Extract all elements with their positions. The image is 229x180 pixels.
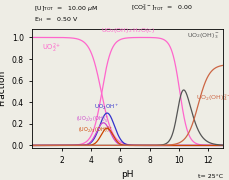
Text: [U]$_{\rm TOT}$  =   10.00 $\mu$M: [U]$_{\rm TOT}$ = 10.00 $\mu$M [34,4,98,13]
Text: (UO$_2$)$_2$(OH)$_5^+$: (UO$_2$)$_2$(OH)$_5^+$ [75,114,109,125]
Text: UO$_2$(OH)$_3^-$: UO$_2$(OH)$_3^-$ [186,31,219,41]
Text: E$_{\rm H}$  =   0.50 V: E$_{\rm H}$ = 0.50 V [34,15,79,24]
X-axis label: pH: pH [121,170,133,179]
Text: UO$_2$(OH)$_2$$\cdot$H$_2$O(c): UO$_2$(OH)$_2$$\cdot$H$_2$O(c) [101,26,155,35]
Text: UO$_2^{2+}$: UO$_2^{2+}$ [42,42,62,55]
Text: UO$_2$OH$^+$: UO$_2$OH$^+$ [93,103,118,112]
Text: [CO$_3^{2-}$]$_{\rm TOT}$  =   0.00: [CO$_3^{2-}$]$_{\rm TOT}$ = 0.00 [131,3,193,13]
Text: (UO$_2$)$_3$(OH)$_7^{2+}$: (UO$_2$)$_3$(OH)$_7^{2+}$ [77,124,113,135]
Text: t= 25°C: t= 25°C [197,174,222,179]
Text: UO$_2$(OH)$_4^{2-}$: UO$_2$(OH)$_4^{2-}$ [195,93,229,103]
Y-axis label: Fraction: Fraction [0,70,6,106]
